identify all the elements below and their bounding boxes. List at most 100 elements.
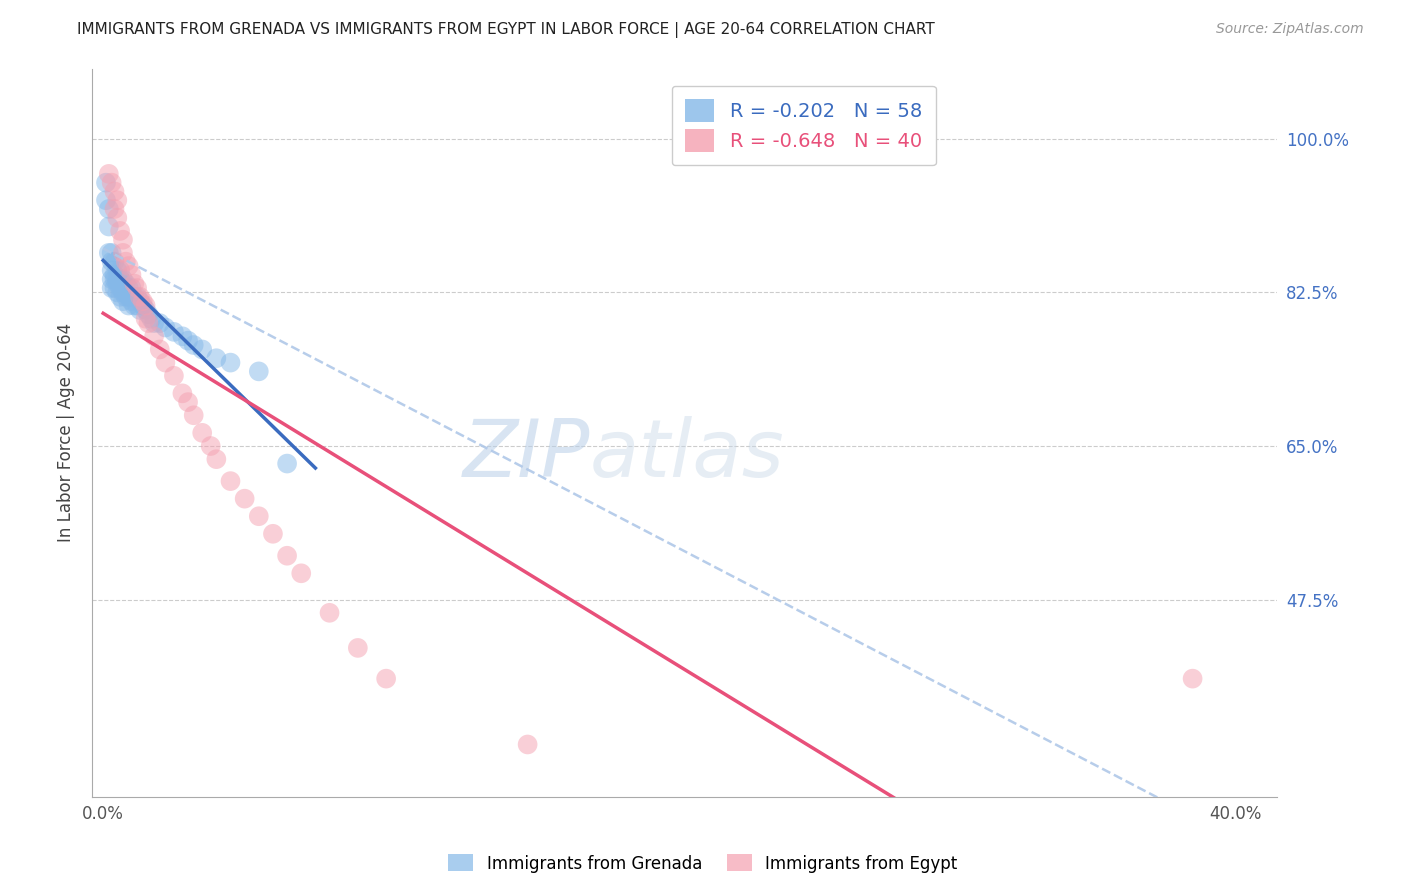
- Text: IMMIGRANTS FROM GRENADA VS IMMIGRANTS FROM EGYPT IN LABOR FORCE | AGE 20-64 CORR: IMMIGRANTS FROM GRENADA VS IMMIGRANTS FR…: [77, 22, 935, 38]
- Point: [114, 254, 136, 268]
- Point: [103, 281, 125, 295]
- Point: [132, 294, 155, 309]
- Point: [276, 549, 298, 563]
- Point: [117, 299, 139, 313]
- Point: [124, 290, 146, 304]
- Point: [97, 202, 120, 216]
- Point: [177, 334, 200, 348]
- Point: [149, 343, 172, 357]
- Point: [117, 281, 139, 295]
- Point: [124, 277, 146, 291]
- Point: [108, 272, 131, 286]
- Point: [135, 311, 157, 326]
- Point: [1181, 672, 1204, 686]
- Point: [516, 738, 538, 752]
- Point: [155, 356, 177, 370]
- Point: [103, 268, 125, 282]
- Point: [205, 452, 228, 467]
- Point: [172, 386, 194, 401]
- Point: [141, 311, 163, 326]
- Point: [117, 259, 139, 273]
- Point: [172, 329, 194, 343]
- Point: [94, 176, 117, 190]
- Point: [290, 566, 312, 581]
- Point: [138, 316, 160, 330]
- Text: atlas: atlas: [589, 416, 785, 493]
- Point: [121, 290, 143, 304]
- Point: [105, 263, 128, 277]
- Point: [127, 299, 149, 313]
- Point: [100, 245, 122, 260]
- Point: [111, 277, 134, 291]
- Point: [103, 202, 125, 216]
- Point: [233, 491, 256, 506]
- Point: [191, 343, 214, 357]
- Text: ZIP: ZIP: [463, 416, 589, 493]
- Point: [318, 606, 340, 620]
- Point: [100, 176, 122, 190]
- Point: [347, 640, 370, 655]
- Point: [183, 409, 205, 423]
- Legend: R = -0.202   N = 58, R = -0.648   N = 40: R = -0.202 N = 58, R = -0.648 N = 40: [672, 86, 936, 165]
- Point: [205, 351, 228, 366]
- Point: [111, 272, 134, 286]
- Point: [121, 281, 143, 295]
- Point: [111, 285, 134, 300]
- Point: [135, 299, 157, 313]
- Point: [100, 254, 122, 268]
- Legend: Immigrants from Grenada, Immigrants from Egypt: Immigrants from Grenada, Immigrants from…: [441, 847, 965, 880]
- Point: [97, 219, 120, 234]
- Point: [155, 320, 177, 334]
- Point: [124, 299, 146, 313]
- Point: [247, 509, 270, 524]
- Y-axis label: In Labor Force | Age 20-64: In Labor Force | Age 20-64: [58, 323, 75, 542]
- Point: [135, 302, 157, 317]
- Point: [111, 294, 134, 309]
- Point: [105, 285, 128, 300]
- Point: [121, 268, 143, 282]
- Point: [143, 329, 166, 343]
- Point: [276, 457, 298, 471]
- Point: [97, 245, 120, 260]
- Point: [114, 290, 136, 304]
- Point: [219, 474, 242, 488]
- Point: [108, 281, 131, 295]
- Point: [97, 167, 120, 181]
- Point: [108, 290, 131, 304]
- Point: [143, 316, 166, 330]
- Point: [129, 302, 152, 317]
- Point: [132, 299, 155, 313]
- Point: [111, 233, 134, 247]
- Point: [129, 294, 152, 309]
- Point: [108, 277, 131, 291]
- Point: [247, 364, 270, 378]
- Point: [103, 254, 125, 268]
- Point: [117, 290, 139, 304]
- Point: [100, 263, 122, 277]
- Point: [163, 368, 186, 383]
- Point: [183, 338, 205, 352]
- Point: [149, 316, 172, 330]
- Point: [105, 211, 128, 225]
- Point: [262, 526, 284, 541]
- Point: [105, 193, 128, 207]
- Point: [108, 224, 131, 238]
- Point: [94, 193, 117, 207]
- Point: [177, 395, 200, 409]
- Point: [100, 281, 122, 295]
- Point: [114, 277, 136, 291]
- Point: [121, 294, 143, 309]
- Point: [127, 281, 149, 295]
- Point: [375, 672, 398, 686]
- Point: [103, 185, 125, 199]
- Point: [111, 245, 134, 260]
- Point: [100, 272, 122, 286]
- Point: [114, 285, 136, 300]
- Point: [163, 325, 186, 339]
- Point: [138, 307, 160, 321]
- Point: [108, 263, 131, 277]
- Point: [103, 272, 125, 286]
- Point: [127, 290, 149, 304]
- Point: [105, 277, 128, 291]
- Point: [219, 356, 242, 370]
